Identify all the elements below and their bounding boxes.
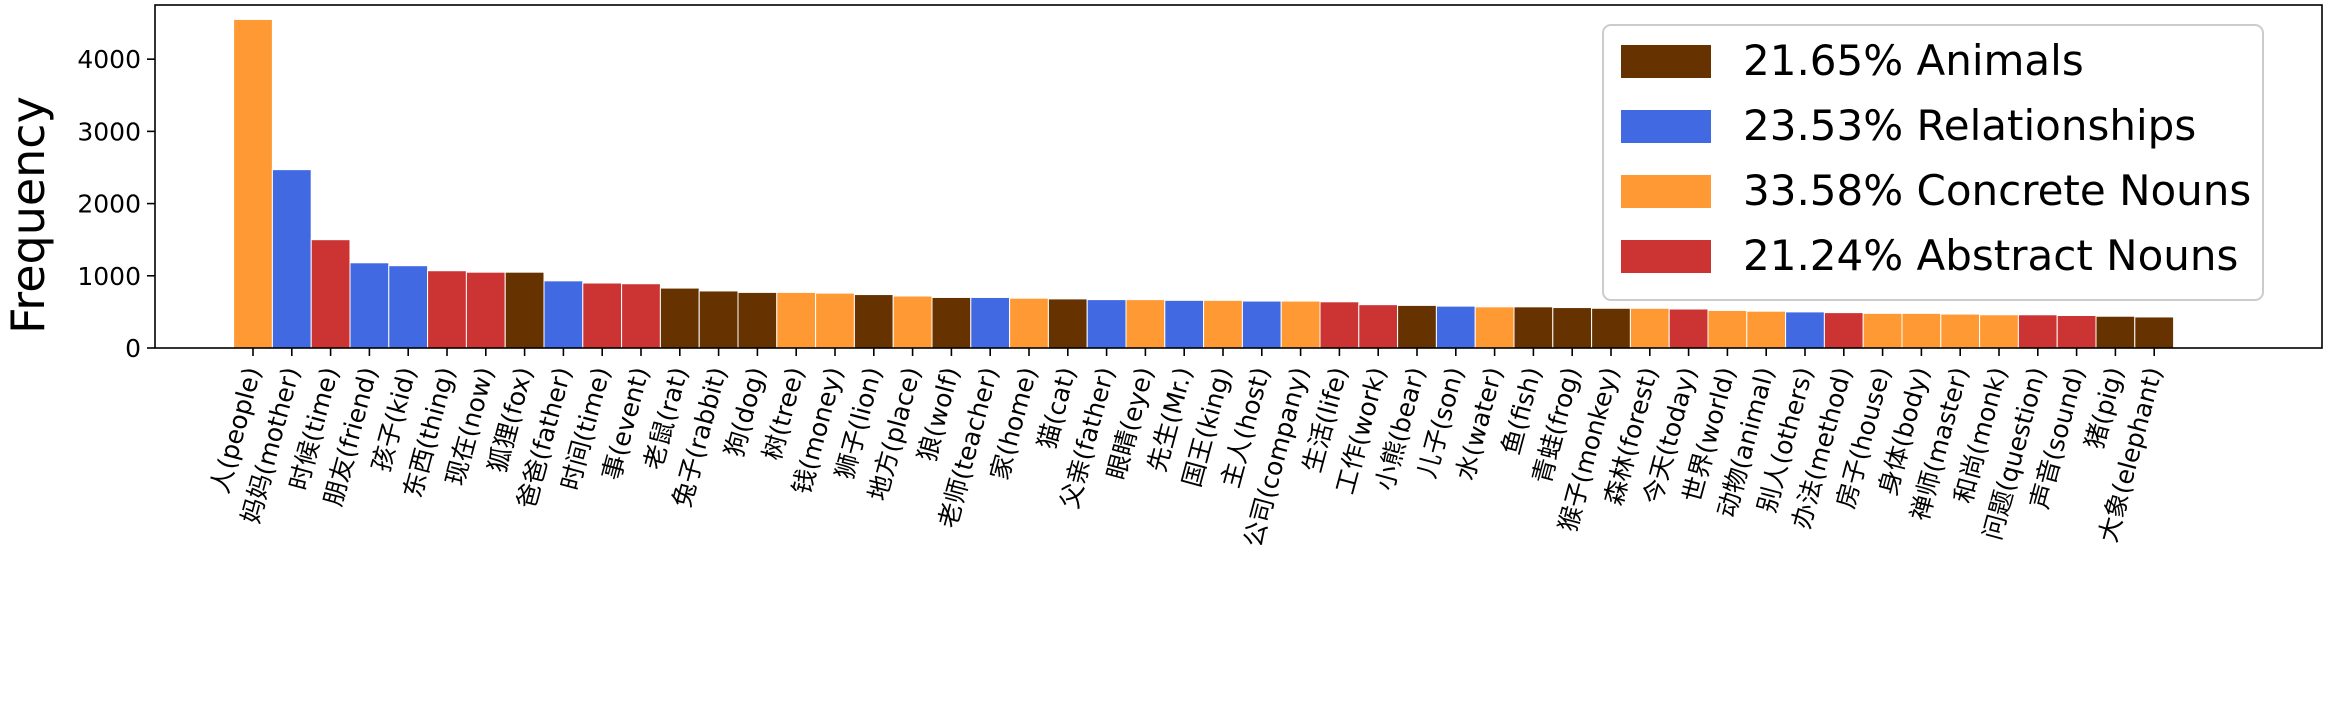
bar-41 — [1823, 312, 1864, 349]
bar-16 — [853, 294, 894, 349]
bar-25 — [1203, 299, 1243, 349]
legend-entry: 21.24% Abstract Nouns — [1743, 231, 2238, 280]
bar-18 — [931, 296, 972, 349]
bar-44 — [1940, 313, 1981, 349]
plot-frame — [154, 4, 2323, 349]
bar-36 — [1629, 307, 1670, 349]
bar-14 — [776, 291, 817, 349]
legend-entry: 33.58% Concrete Nouns — [1743, 166, 2251, 215]
bar-43 — [1901, 312, 1942, 349]
y-tick-label: 0 — [125, 334, 141, 363]
bar-39 — [1746, 310, 1787, 349]
bar-4 — [388, 265, 429, 349]
legend-swatch — [1621, 45, 1711, 78]
bar-20 — [1009, 297, 1049, 349]
bar-12 — [698, 290, 739, 349]
bar-31 — [1435, 305, 1476, 349]
bar-45 — [1979, 314, 2019, 349]
bar-15 — [815, 292, 855, 349]
bar-17 — [892, 295, 933, 349]
bar-0 — [233, 18, 273, 349]
y-tick-label: 3000 — [77, 117, 141, 146]
bar-11 — [659, 287, 700, 349]
bar-24 — [1164, 299, 1205, 349]
axes-layer: 0 1000 2000 3000 4000 — [77, 4, 2323, 363]
bar-38 — [1707, 309, 1748, 349]
bar-3 — [349, 262, 390, 349]
y-axis-label: Frequency — [1, 96, 55, 334]
legend: 21.65% Animals 23.53% Relationships 33.58%… — [1602, 24, 2264, 301]
bar-9 — [582, 282, 623, 349]
bar-29 — [1358, 304, 1399, 349]
bar-21 — [1047, 298, 1088, 349]
bar-19 — [970, 296, 1011, 349]
bars-layer — [233, 18, 2175, 349]
bar-28 — [1319, 301, 1360, 349]
bar-7 — [504, 271, 545, 349]
legend-swatch — [1621, 175, 1711, 208]
bar-26 — [1241, 300, 1282, 349]
bar-23 — [1125, 299, 1166, 349]
bar-37 — [1668, 308, 1709, 349]
bar-8 — [543, 280, 584, 349]
bar-34 — [1552, 307, 1593, 349]
bar-1 — [271, 169, 312, 349]
legend-entry: 21.65% Animals — [1743, 36, 2084, 85]
bar-40 — [1785, 311, 1825, 349]
legend-swatch — [1621, 110, 1711, 143]
bar-35 — [1591, 307, 1631, 349]
legend-entry: 23.53% Relationships — [1743, 101, 2196, 150]
bar-30 — [1397, 304, 1437, 349]
legend-box — [1602, 24, 2264, 301]
bar-42 — [1862, 312, 1903, 349]
y-tick-label: 4000 — [77, 45, 141, 74]
bar-33 — [1513, 306, 1554, 349]
bar-49 — [2134, 316, 2175, 349]
y-tick-label: 1000 — [77, 262, 141, 291]
bar-13 — [737, 291, 778, 349]
bar-22 — [1086, 299, 1127, 349]
y-tick-label: 2000 — [77, 190, 141, 219]
bar-46 — [2017, 314, 2058, 349]
x-tick-labels: 人(people)妈妈(mother)时候(time)朋友(friend)孩子(… — [205, 364, 2168, 550]
bar-48 — [2095, 315, 2136, 349]
bar-27 — [1280, 300, 1321, 349]
bar-2 — [310, 239, 351, 349]
bar-10 — [621, 283, 661, 349]
bar-6 — [465, 271, 506, 349]
legend-swatch — [1621, 240, 1711, 273]
bar-5 — [427, 270, 467, 349]
bar-47 — [2056, 315, 2097, 349]
bar-32 — [1474, 306, 1515, 349]
